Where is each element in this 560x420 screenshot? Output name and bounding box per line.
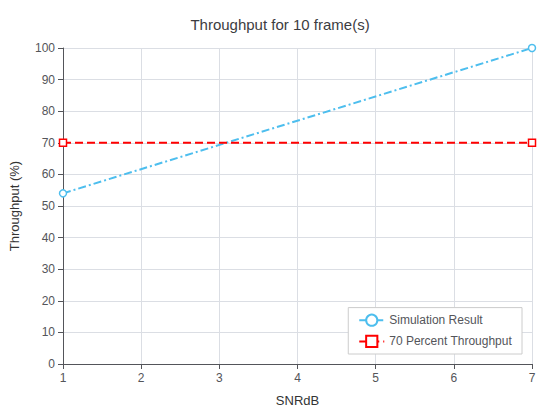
svg-text:1: 1 [60,371,67,385]
svg-text:10: 10 [42,325,56,339]
svg-text:2: 2 [138,371,145,385]
svg-text:Simulation Result: Simulation Result [389,313,483,327]
svg-text:20: 20 [42,294,56,308]
svg-text:5: 5 [372,371,379,385]
svg-text:Throughput (%): Throughput (%) [7,161,22,251]
svg-text:3: 3 [216,371,223,385]
svg-text:40: 40 [42,231,56,245]
svg-text:90: 90 [42,73,56,87]
svg-text:30: 30 [42,262,56,276]
svg-text:6: 6 [450,371,457,385]
svg-text:4: 4 [294,371,301,385]
svg-text:100: 100 [35,41,55,55]
svg-text:70 Percent Throughput: 70 Percent Throughput [389,334,512,348]
svg-text:0: 0 [48,357,55,371]
svg-text:Throughput for 10 frame(s): Throughput for 10 frame(s) [190,16,369,33]
svg-text:60: 60 [42,167,56,181]
svg-text:SNRdB: SNRdB [276,393,319,408]
svg-text:7: 7 [529,371,536,385]
svg-text:50: 50 [42,199,56,213]
svg-text:70: 70 [42,136,56,150]
svg-text:80: 80 [42,104,56,118]
